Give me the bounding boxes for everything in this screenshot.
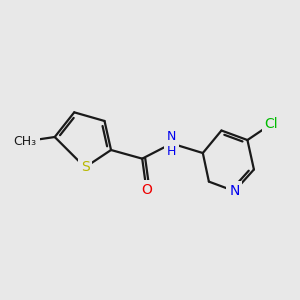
Text: N: N xyxy=(229,184,240,198)
Text: O: O xyxy=(141,183,152,197)
Text: CH₃: CH₃ xyxy=(14,135,37,148)
Text: Cl: Cl xyxy=(264,117,278,131)
Text: N
H: N H xyxy=(167,130,176,158)
Text: S: S xyxy=(81,160,89,174)
